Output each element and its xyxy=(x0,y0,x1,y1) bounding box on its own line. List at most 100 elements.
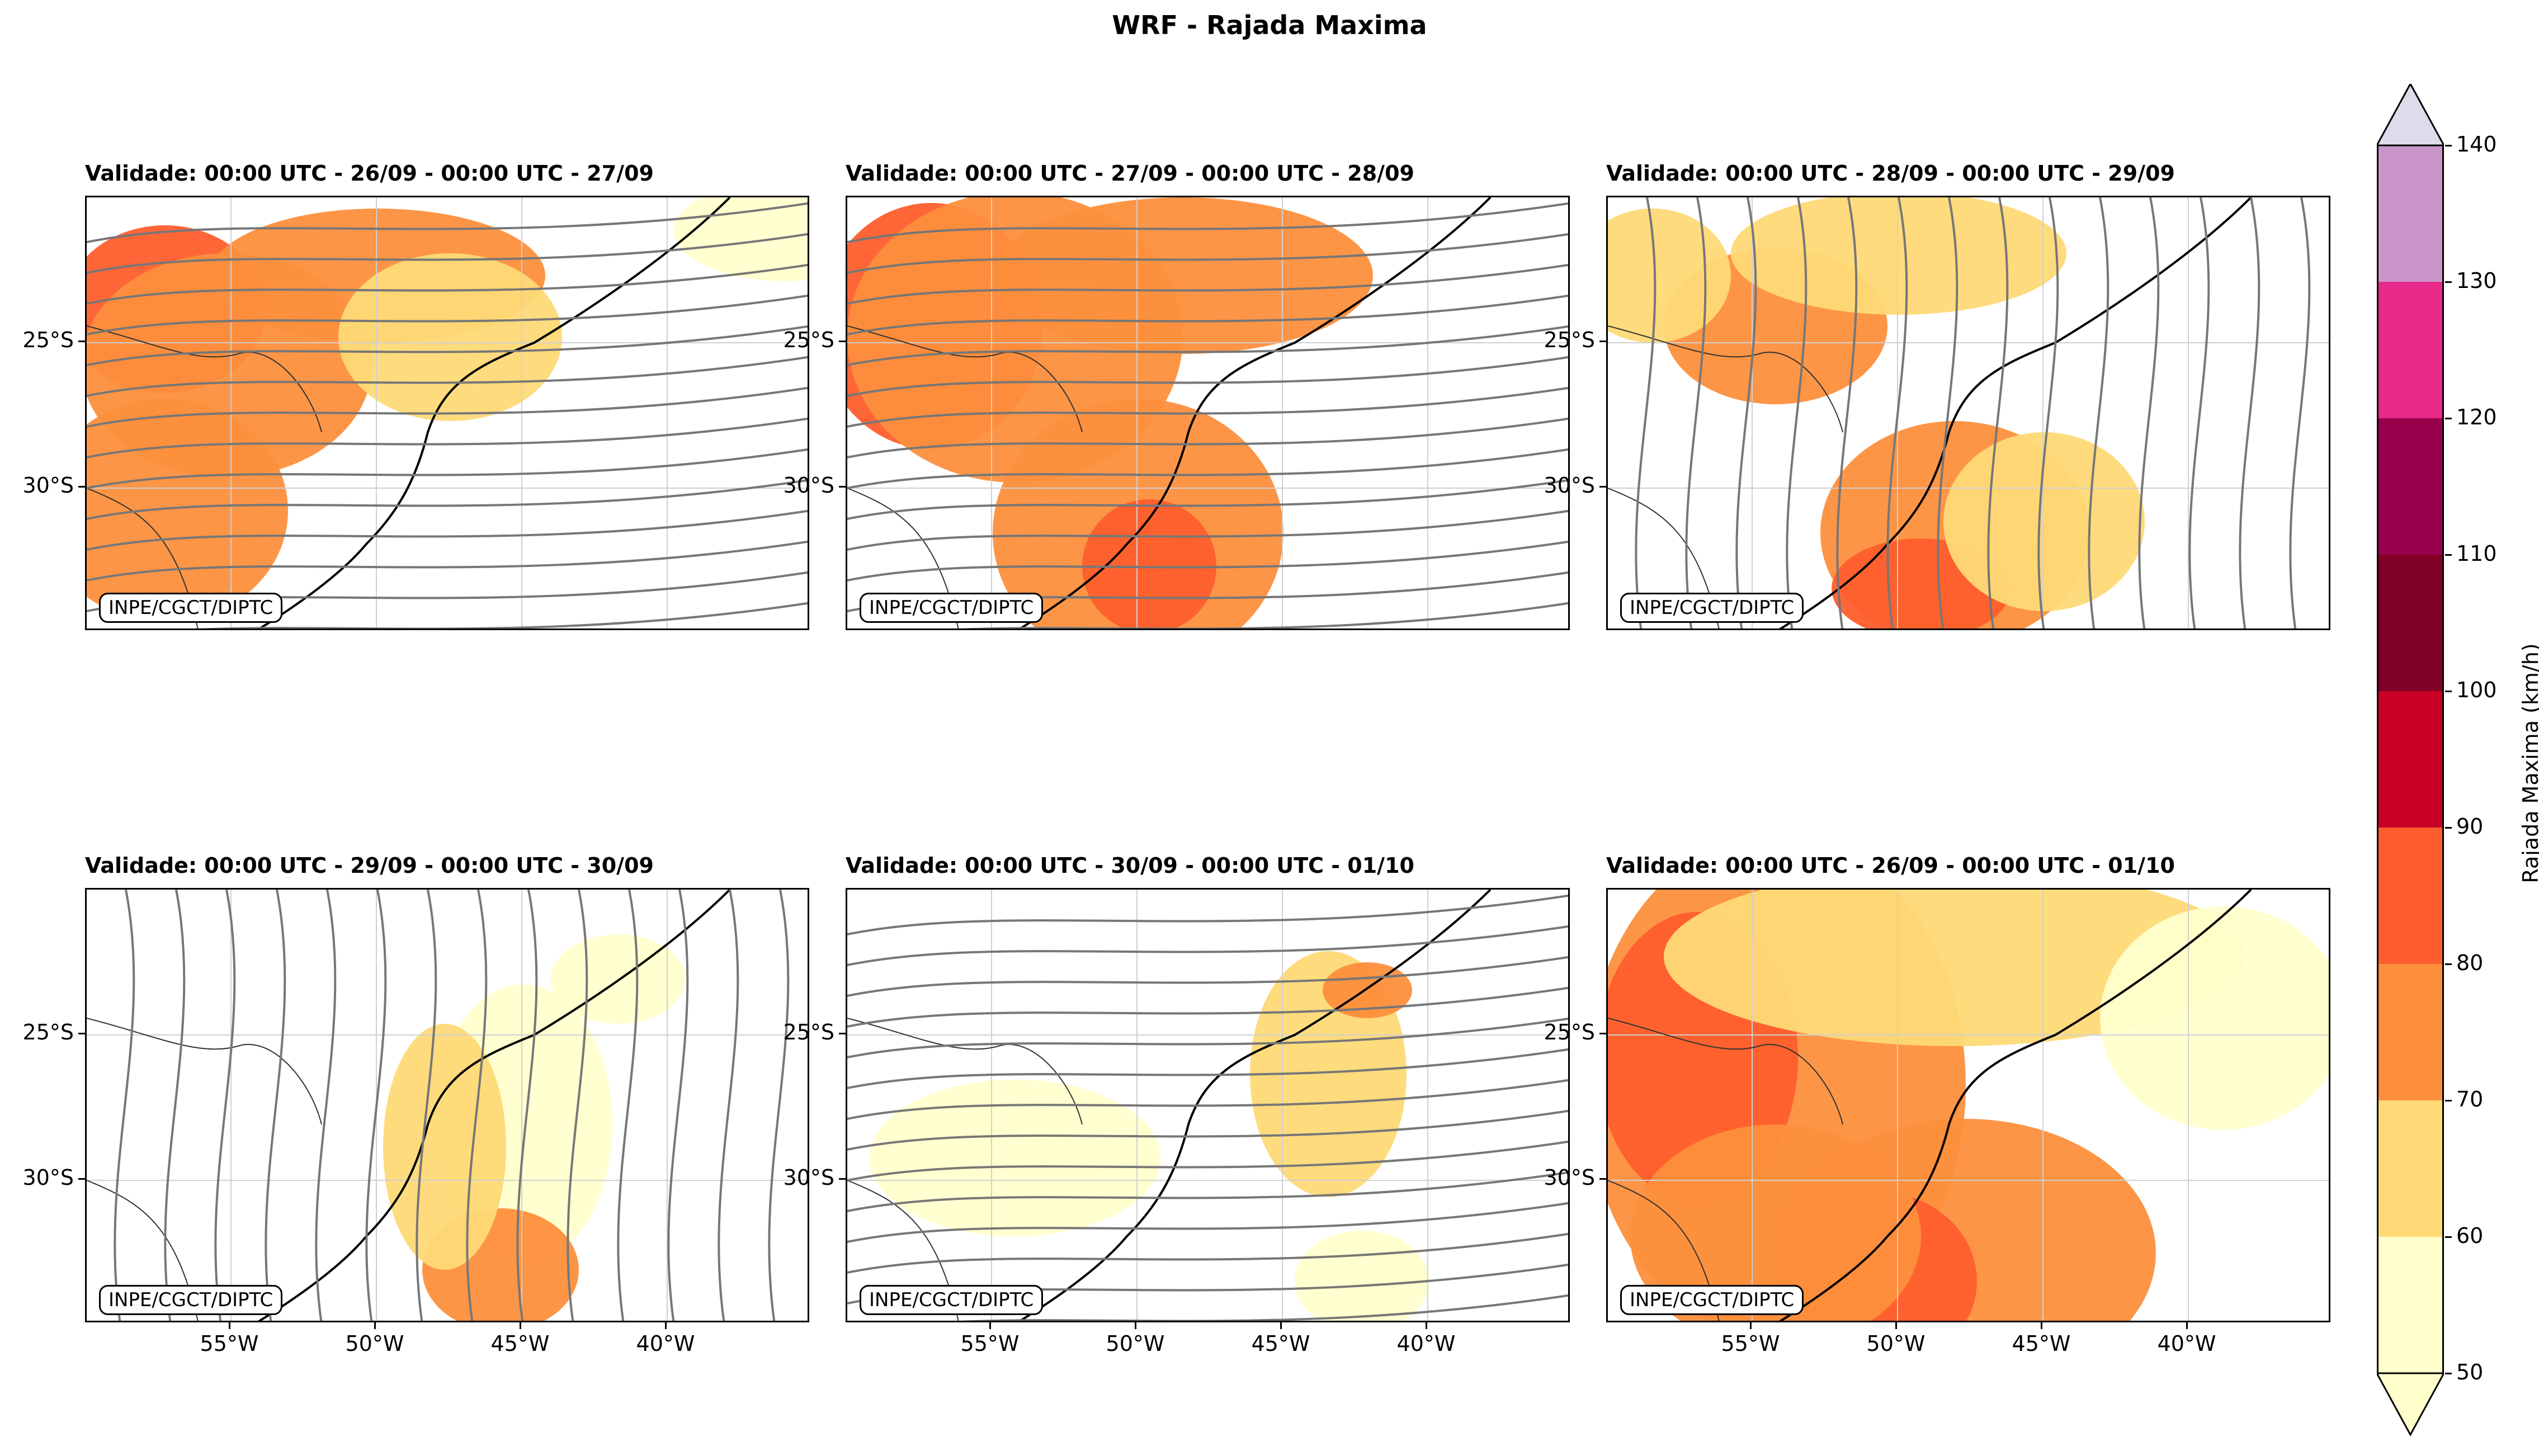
x-tick-label: 45°W xyxy=(1251,1331,1310,1356)
colorbar-tick-label: 110 xyxy=(2456,541,2497,566)
gust-contour xyxy=(338,253,562,421)
gust-contour xyxy=(1608,209,1731,343)
streamline xyxy=(87,233,808,274)
streamline xyxy=(1735,197,1757,628)
x-tick-mark xyxy=(1426,1322,1427,1329)
streamline xyxy=(847,386,1568,428)
streamline xyxy=(114,890,135,1321)
panel-title: Validade: 00:00 UTC - 28/09 - 00:00 UTC … xyxy=(1606,161,2175,186)
map-area: INPE/CGCT/DIPTC xyxy=(85,196,809,630)
streamline xyxy=(1836,197,1858,628)
streamline xyxy=(2138,197,2160,628)
map-panel: Validade: 00:00 UTC - 30/09 - 00:00 UTC … xyxy=(784,853,1570,1356)
y-tick-label: 30°S xyxy=(1544,1165,1595,1190)
gust-field-map xyxy=(847,197,1568,628)
streamline xyxy=(87,417,808,458)
y-tick-mark xyxy=(78,1033,85,1034)
colorbar-segment xyxy=(2377,1100,2444,1237)
gust-field-map xyxy=(87,890,808,1321)
x-tick-label: 55°W xyxy=(1721,1331,1780,1356)
gust-field-map xyxy=(847,890,1568,1321)
gust-contour xyxy=(551,934,685,1024)
colorbar-tick-label: 70 xyxy=(2456,1087,2484,1112)
panel-title: Validade: 00:00 UTC - 27/09 - 00:00 UTC … xyxy=(846,161,1414,186)
colorbar-label: Rajada Maxima (km/h) xyxy=(2518,643,2539,883)
colorbar-tick xyxy=(2445,145,2452,146)
streamline xyxy=(516,890,538,1321)
x-tick-mark xyxy=(520,1322,521,1329)
panel-title: Validade: 00:00 UTC - 26/09 - 00:00 UTC … xyxy=(1606,853,2175,878)
gust-contour xyxy=(1943,432,2145,611)
colorbar-tick xyxy=(2445,554,2452,556)
streamline xyxy=(847,1202,1568,1243)
streamline xyxy=(847,1048,1568,1089)
streamline xyxy=(87,325,808,366)
y-tick-mark xyxy=(1599,486,1606,488)
streamline xyxy=(847,509,1568,551)
panel-title: Validade: 00:00 UTC - 26/09 - 00:00 UTC … xyxy=(85,161,654,186)
streamline xyxy=(847,956,1568,997)
streamline xyxy=(847,1232,1568,1274)
map-area: INPE/CGCT/DIPTC xyxy=(1606,888,2330,1322)
streamline xyxy=(847,1140,1568,1181)
colorbar-tick xyxy=(2445,281,2452,283)
x-tick-label: 50°W xyxy=(345,1331,404,1356)
x-tick-label: 40°W xyxy=(2157,1331,2216,1356)
streamline xyxy=(87,509,808,551)
x-tick-label: 55°W xyxy=(960,1331,1020,1356)
gust-field-map xyxy=(1608,890,2329,1321)
x-tick-label: 45°W xyxy=(490,1331,550,1356)
y-tick-mark xyxy=(78,1178,85,1180)
streamline xyxy=(847,479,1568,520)
streamline xyxy=(2037,197,2059,628)
streamline xyxy=(87,294,808,335)
streamline xyxy=(847,356,1568,397)
x-tick-label: 55°W xyxy=(200,1331,259,1356)
y-tick-label: 25°S xyxy=(1544,328,1595,352)
streamline xyxy=(847,263,1568,305)
credit-label: INPE/CGCT/DIPTC xyxy=(99,593,283,623)
map-area: INPE/CGCT/DIPTC xyxy=(846,196,1570,630)
colorbar-segment xyxy=(2377,145,2444,282)
coastline xyxy=(1018,197,1492,628)
streamline xyxy=(265,890,286,1321)
streamline xyxy=(1987,197,2009,628)
colorbar-segment xyxy=(2377,828,2444,964)
y-tick-mark xyxy=(1599,1033,1606,1034)
panel-title: Validade: 00:00 UTC - 30/09 - 00:00 UTC … xyxy=(846,853,1414,878)
y-tick-label: 25°S xyxy=(783,1020,834,1044)
streamline xyxy=(718,890,739,1321)
y-tick-label: 25°S xyxy=(783,328,834,352)
y-tick-label: 25°S xyxy=(22,1020,74,1044)
colorbar xyxy=(2375,82,2446,1454)
y-tick-label: 30°S xyxy=(783,1165,834,1190)
streamline xyxy=(2188,197,2210,628)
gust-contour xyxy=(1731,197,2066,315)
gust-contour xyxy=(1082,499,1216,628)
colorbar-extend-max xyxy=(2375,82,2446,146)
panel-title: Validade: 00:00 UTC - 29/09 - 00:00 UTC … xyxy=(85,853,654,878)
y-tick-mark xyxy=(839,486,846,488)
streamline xyxy=(1786,197,1807,628)
colorbar-tick-label: 60 xyxy=(2456,1223,2484,1248)
colorbar-tick-label: 100 xyxy=(2456,678,2497,702)
colorbar-tick-label: 80 xyxy=(2456,951,2484,975)
gust-field-map xyxy=(87,197,808,628)
x-tick-mark xyxy=(1750,1322,1752,1329)
y-tick-label: 30°S xyxy=(1544,473,1595,498)
y-tick-mark xyxy=(78,486,85,488)
streamline xyxy=(847,925,1568,966)
streamline xyxy=(214,890,236,1321)
credit-label: INPE/CGCT/DIPTC xyxy=(99,1285,283,1315)
colorbar-segment xyxy=(2377,964,2444,1100)
colorbar-tick-label: 140 xyxy=(2456,132,2497,157)
streamline xyxy=(87,356,808,397)
colorbar-tick xyxy=(2445,1100,2452,1102)
gust-contour xyxy=(2100,906,2329,1130)
streamline xyxy=(847,986,1568,1028)
streamline xyxy=(87,479,808,520)
colorbar-tick-label: 130 xyxy=(2456,268,2497,293)
colorbar-segment xyxy=(2377,1237,2444,1373)
y-tick-mark xyxy=(1599,1178,1606,1180)
y-tick-mark xyxy=(839,341,846,342)
